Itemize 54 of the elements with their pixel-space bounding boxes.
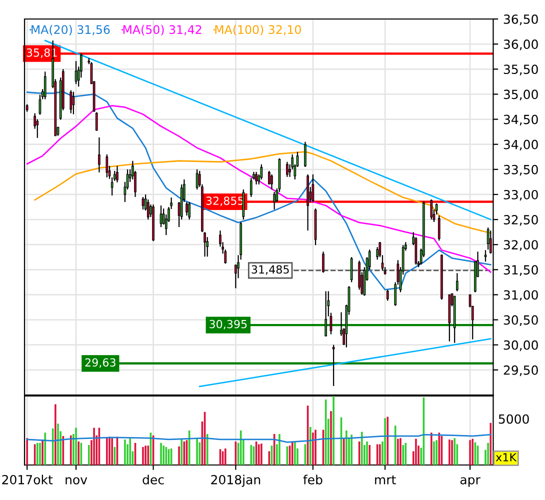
legend-label: MA(50) 31,42 — [123, 24, 202, 36]
ref-line-label: 32,855 — [206, 196, 244, 206]
candlestick — [386, 289, 389, 302]
candlestick — [142, 196, 144, 210]
candlestick — [350, 256, 353, 283]
x-tick-label: 2017okt — [2, 474, 53, 484]
candlestick — [322, 251, 324, 274]
y-tick-label: 34,00 — [504, 140, 538, 151]
candlestick — [430, 198, 433, 220]
candlestick — [270, 174, 273, 190]
text: x1K — [496, 453, 517, 462]
candlestick — [44, 71, 46, 100]
candlestick — [116, 165, 118, 183]
candlestick — [324, 290, 328, 337]
text: 5000 — [498, 414, 529, 424]
candlestick — [255, 171, 258, 185]
y-tick-label: 31,00 — [504, 290, 538, 301]
y-tick-label: 35,50 — [504, 64, 538, 76]
candlestick — [273, 191, 276, 210]
y-tick-label: 29,50 — [504, 365, 538, 376]
x-tick-label: 2018jan — [211, 474, 260, 487]
y-tick-label: 33,50 — [504, 164, 538, 176]
y-tick-label: 32,50 — [504, 215, 538, 226]
y-tick-label: 30,50 — [504, 315, 538, 326]
legend-label: MA(20) 31,56 — [32, 24, 110, 36]
x-tick-label: mrt — [375, 475, 396, 484]
y-tick-label: 33,00 — [504, 190, 538, 201]
candlestick — [286, 161, 288, 178]
candlestick — [98, 136, 100, 173]
y-tick-label: 34,50 — [504, 114, 538, 126]
candlestick — [146, 198, 150, 220]
y-tick-label: 31,50 — [504, 265, 538, 276]
candlestick — [186, 201, 188, 216]
x-tick-label: feb — [303, 474, 322, 484]
candlestick — [70, 90, 72, 114]
ref-line-label: 30,395 — [210, 320, 247, 330]
candlestick — [304, 141, 306, 168]
candlestick — [188, 201, 191, 220]
x-tick-label: dec — [142, 474, 164, 484]
y-tick-label: 35,00 — [504, 90, 538, 100]
y-tick-label: 36,00 — [504, 40, 538, 50]
ref-line-label: 29,63 — [85, 358, 116, 368]
candlestick — [95, 112, 98, 132]
y-tick-label: 36,50 — [504, 14, 538, 26]
candlestick — [438, 214, 440, 242]
line-series — [26, 91, 492, 290]
ref-line-label: 31,485 — [252, 265, 289, 275]
candlestick — [204, 232, 206, 258]
x-tick-label: apr — [460, 477, 480, 487]
legend-label: MA(100) 32,10 — [215, 24, 301, 36]
y-tick-label: 30,00 — [504, 340, 538, 352]
y-tick-label: 32,00 — [504, 240, 538, 251]
x-tick-label: nov — [66, 477, 88, 484]
candlestick — [456, 272, 458, 292]
